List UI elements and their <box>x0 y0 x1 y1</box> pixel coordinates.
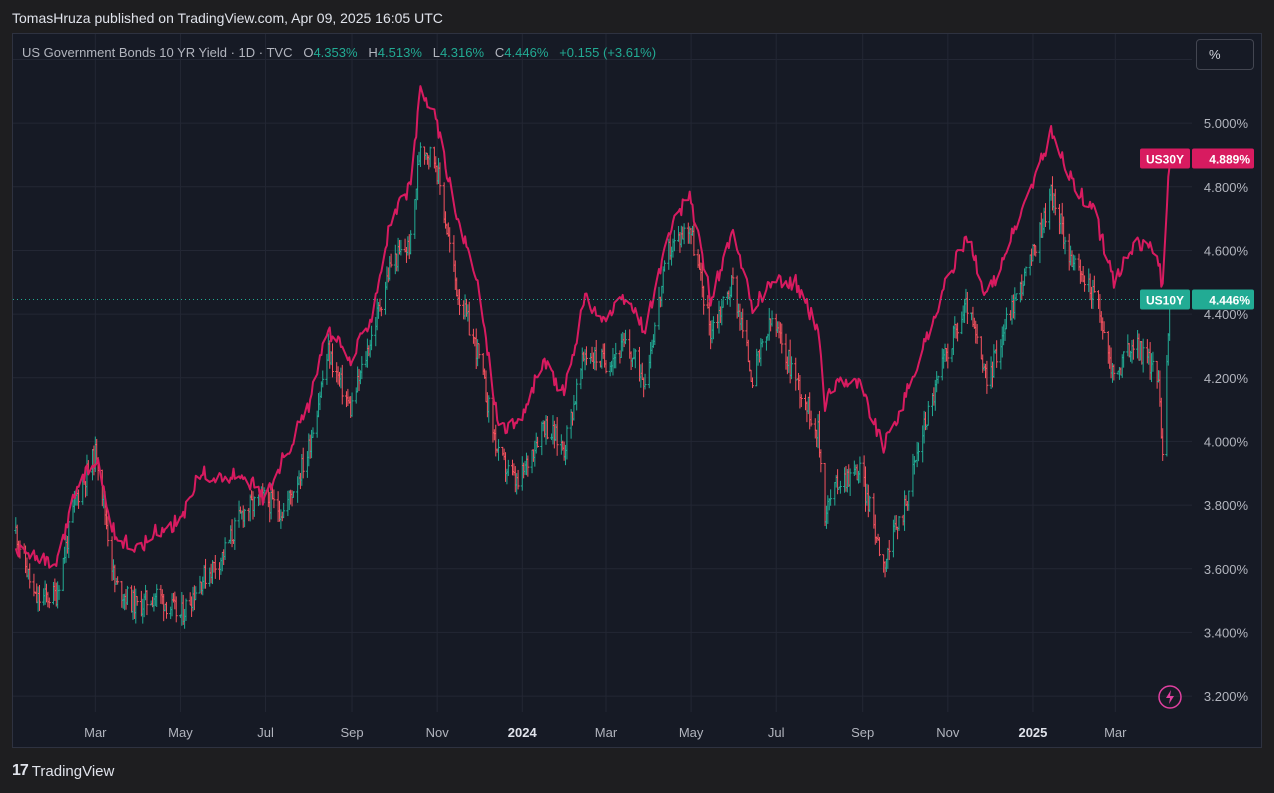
close-key: C <box>494 45 505 60</box>
close-value: 4.446% <box>504 45 549 60</box>
brand-name: TradingView <box>31 762 115 780</box>
last-value-label-us30y: US30Y 4.889% <box>1140 148 1254 169</box>
series-value-badge <box>1192 148 1254 169</box>
x-tick-label: 2024 <box>508 725 538 740</box>
us10y-bars <box>14 142 1172 629</box>
footer-brand[interactable]: 17 TradingView <box>12 762 114 780</box>
high-value: 4.513% <box>377 45 422 60</box>
series-name-text: US10Y <box>1146 293 1184 307</box>
y-tick-label: 3.600% <box>1204 562 1249 577</box>
publisher-credit: TomasHruza published on TradingView.com,… <box>12 10 443 26</box>
y-tick-label: 3.800% <box>1204 498 1249 513</box>
y-tick-label: 4.600% <box>1204 243 1249 258</box>
open-value: 4.353% <box>313 45 358 60</box>
x-tick-label: Nov <box>426 725 450 740</box>
x-tick-label: Mar <box>595 725 618 740</box>
low-value: 4.316% <box>439 45 485 60</box>
x-tick-label: May <box>168 725 193 740</box>
flash-icon[interactable] <box>1158 685 1182 709</box>
y-tick-label: 4.800% <box>1204 180 1249 195</box>
y-tick-label: 4.200% <box>1204 371 1249 386</box>
x-tick-label: Jul <box>257 725 274 740</box>
chart-axes: 3.200% 3.400% 3.600% 3.800% 4.000% 4.200% 4.40… <box>84 52 1248 740</box>
y-tick-label: 3.400% <box>1204 625 1249 640</box>
x-tick-label: Mar <box>1104 725 1127 740</box>
series-value-text: 4.889% <box>1209 152 1250 166</box>
y-tick-label: 5.000% <box>1204 116 1249 131</box>
x-tick-label: Sep <box>851 725 874 740</box>
low-key: L <box>432 45 440 60</box>
y-tick-label: 3.200% <box>1204 689 1249 704</box>
last-value-label-us10y: US10Y 4.446% <box>1140 289 1254 310</box>
chart-panel[interactable] <box>12 33 1262 748</box>
us30y-line-group <box>13 85 1192 569</box>
series-name-badge <box>1140 289 1190 310</box>
change-value: +0.155 (+3.61%) <box>559 45 657 60</box>
last-value-labels: US30Y 4.889% US10Y 4.446% <box>1140 148 1254 310</box>
chart-grid <box>13 34 1192 712</box>
tradingview-logo-icon: 17 <box>12 762 29 779</box>
high-key: H <box>368 45 378 60</box>
y-tick-label: 4.000% <box>1204 434 1249 449</box>
x-tick-label: Jul <box>768 725 785 740</box>
x-tick-label: Sep <box>340 725 363 740</box>
y-tick-label: 4.400% <box>1204 307 1249 322</box>
x-tick-label: Mar <box>84 725 107 740</box>
series-name-badge <box>1140 148 1190 169</box>
series-value-badge <box>1192 289 1254 310</box>
percent-scale-button[interactable]: % <box>1196 39 1254 70</box>
symbol-legend[interactable]: US Government Bonds 10 YR Yield · 1D · T… <box>22 45 656 60</box>
symbol-description: US Government Bonds 10 YR Yield · 1D · T… <box>22 45 293 60</box>
open-key: O <box>303 45 314 60</box>
series-value-text: 4.446% <box>1209 293 1250 307</box>
series-name-text: US30Y <box>1146 152 1184 166</box>
x-tick-label: May <box>679 725 704 740</box>
x-tick-label: Nov <box>936 725 960 740</box>
x-tick-label: 2025 <box>1018 725 1047 740</box>
us30y-line <box>14 85 1171 569</box>
